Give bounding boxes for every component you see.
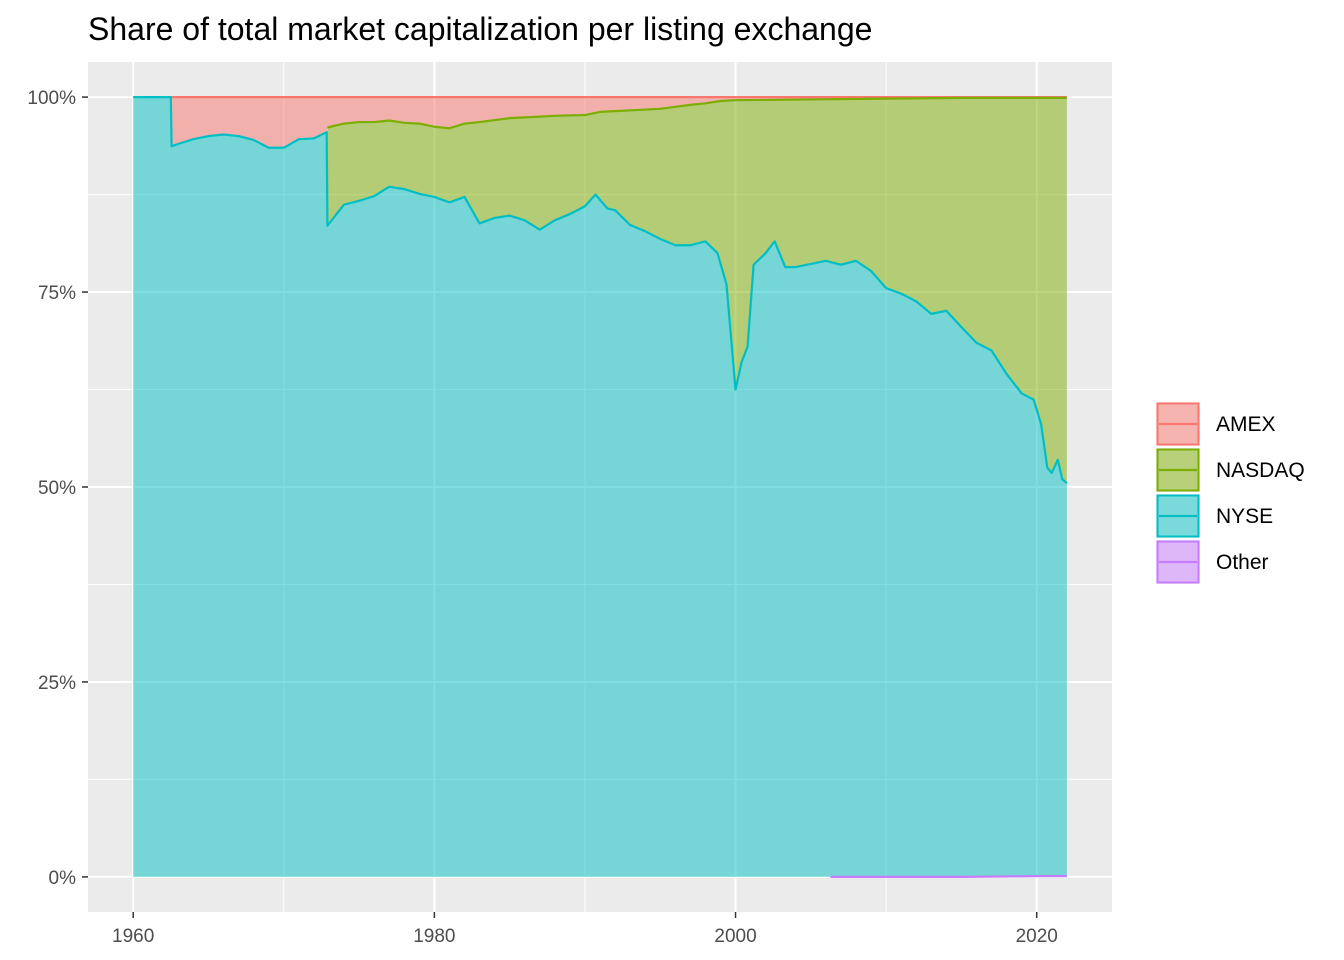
line-other (830, 875, 1067, 879)
area-nasdaq (327, 97, 1067, 484)
legend-label: NASDAQ (1216, 459, 1305, 482)
y-axis: 0% 25% 50% 75% 100% (27, 88, 88, 889)
y-tick-label: 0% (49, 868, 77, 889)
legend-item-other: Other (1156, 540, 1269, 584)
x-tick-label: 2000 (714, 926, 756, 947)
y-tick-label: 25% (38, 673, 76, 694)
y-tick-label: 50% (38, 478, 76, 499)
series-areas (133, 97, 1067, 877)
x-axis: 1960 1980 2000 2020 (112, 912, 1058, 947)
legend: AMEX NASDAQ NYSE Other (1156, 402, 1305, 584)
line-nasdaq (327, 96, 1067, 130)
legend-item-nasdaq: NASDAQ (1156, 448, 1305, 492)
area-amex (133, 97, 1067, 148)
area-nyse (133, 97, 1067, 877)
series-lines (133, 95, 1068, 879)
y-tick-label: 75% (38, 283, 76, 304)
y-tick-label: 100% (27, 88, 76, 109)
x-tick-label: 1980 (413, 926, 455, 947)
x-tick-label: 1960 (112, 926, 154, 947)
legend-label: NYSE (1216, 505, 1273, 528)
x-tick-label: 2020 (1016, 926, 1058, 947)
legend-label: Other (1216, 551, 1269, 574)
line-nyse (133, 95, 1068, 484)
legend-label: AMEX (1216, 413, 1276, 436)
chart-title: Share of total market capitalization per… (88, 11, 872, 47)
legend-item-nyse: NYSE (1156, 494, 1273, 538)
legend-item-amex: AMEX (1156, 402, 1276, 446)
